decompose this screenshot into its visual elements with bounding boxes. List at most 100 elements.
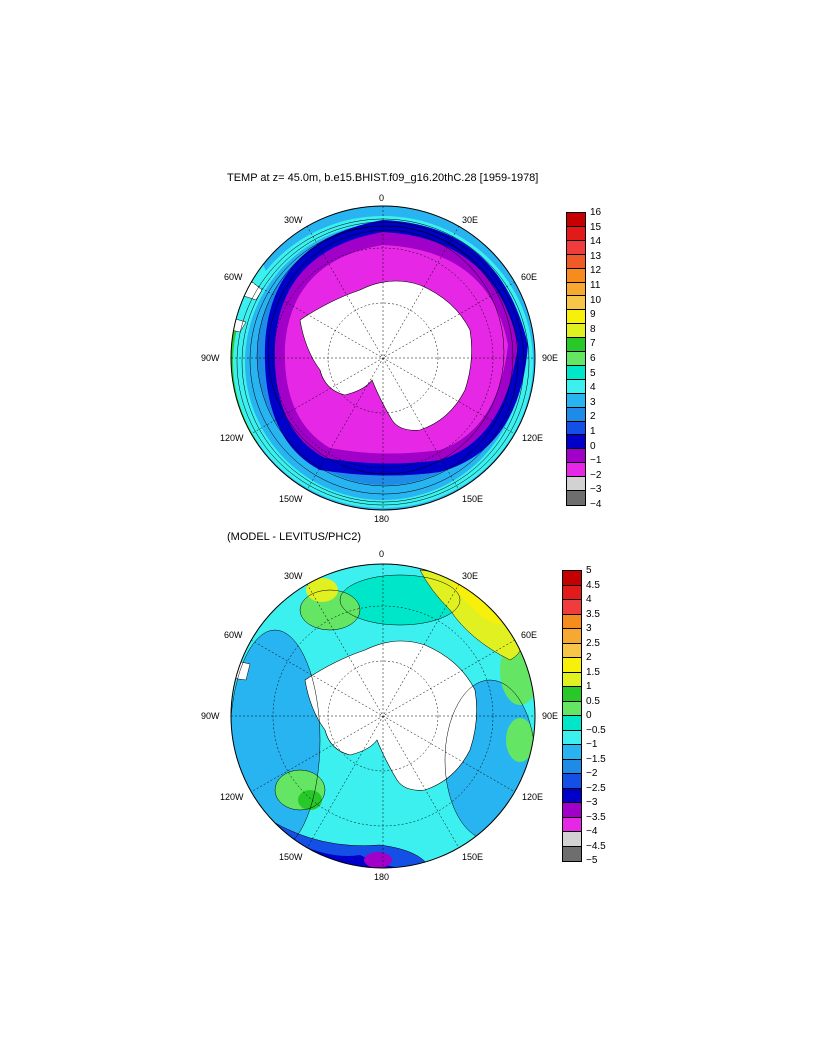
- colorbar-tick-label: 4: [590, 382, 596, 394]
- panel1-lon-150w: 150W: [279, 494, 303, 504]
- colorbar-tick-label: 4: [586, 594, 592, 605]
- colorbar-tick-label: −3: [590, 484, 602, 496]
- colorbar-tick-label: 0.5: [586, 695, 600, 707]
- colorbar-tick-label: 11: [590, 280, 601, 291]
- colorbar-swatch: [567, 352, 585, 366]
- colorbar-tick-label: 16: [590, 207, 602, 218]
- colorbar-swatch: [567, 393, 585, 408]
- panel2-lon-60e: 60E: [521, 630, 538, 640]
- colorbar-swatch: [563, 701, 581, 716]
- colorbar-tick-label: −0.5: [586, 724, 606, 736]
- colorbar-swatch: [563, 629, 581, 644]
- colorbar-swatch: [567, 407, 585, 422]
- panel2-lon-60w: 60W: [224, 630, 243, 640]
- colorbar-swatch: [567, 310, 585, 325]
- colorbar-tick-label: −4: [590, 499, 602, 510]
- panel2-title: (MODEL - LEVITUS/PHC2): [227, 531, 362, 543]
- colorbar-tick-label: 5: [590, 367, 596, 379]
- colorbar-tick-label: −1: [590, 455, 602, 467]
- colorbar-swatch: [567, 463, 585, 478]
- colorbar-swatch: [563, 745, 581, 760]
- colorbar-swatch: [563, 600, 581, 615]
- colorbar-swatch: [567, 477, 585, 492]
- panel1-lon-30e: 30E: [462, 215, 479, 225]
- colorbar-swatch: [563, 803, 581, 818]
- colorbar-tick-label: 7: [590, 338, 596, 350]
- colorbar-tick-label: 4.5: [586, 579, 600, 591]
- colorbar-swatch: [563, 643, 581, 658]
- colorbar-swatch: [567, 421, 585, 436]
- colorbar-tick-label: −3.5: [586, 811, 606, 823]
- colorbar-tick-label: −4.5: [586, 840, 606, 852]
- colorbar-swatch: [563, 846, 581, 861]
- colorbar-tick-label: 5: [586, 565, 592, 576]
- panel1-colorbar: [566, 212, 586, 506]
- colorbar-swatch: [563, 585, 581, 600]
- colorbar-tick-label: 14: [590, 236, 602, 248]
- colorbar-swatch: [563, 658, 581, 673]
- colorbar-tick-label: 8: [590, 323, 596, 335]
- panel2-lon-180: 180: [374, 872, 390, 882]
- panel2-lon-150w: 150W: [279, 852, 303, 862]
- colorbar-swatch: [563, 716, 581, 731]
- colorbar-tick-label: 2: [590, 411, 596, 423]
- colorbar-tick-label: −1: [586, 739, 598, 750]
- colorbar-tick-label: −4: [586, 826, 598, 837]
- panel1-lon-0: 0: [379, 193, 385, 203]
- panel1-lon-150e: 150E: [462, 494, 484, 504]
- colorbar-tick-label: −3: [586, 797, 598, 808]
- colorbar-tick-label: 0: [586, 710, 592, 721]
- colorbar-swatch: [563, 832, 581, 847]
- colorbar-swatch: [563, 672, 581, 687]
- colorbar-swatch: [563, 687, 581, 702]
- colorbar-tick-label: −5: [586, 855, 598, 866]
- colorbar-swatch: [567, 338, 585, 353]
- panel1-title: TEMP at z= 45.0m, b.e15.BHIST.f09_g16.20…: [227, 172, 539, 184]
- panel2-lon-90e: 90E: [542, 711, 559, 721]
- colorbar-swatch: [567, 449, 585, 464]
- panel1-lon-120w: 120W: [220, 433, 244, 443]
- panel2-lon-30e: 30E: [462, 571, 479, 581]
- colorbar-swatch: [567, 213, 585, 227]
- colorbar-swatch: [563, 730, 581, 745]
- colorbar-tick-label: 1: [590, 426, 596, 437]
- colorbar-swatch: [567, 379, 585, 394]
- colorbar-tick-label: 2: [586, 652, 592, 663]
- colorbar-tick-label: −2: [586, 768, 598, 779]
- panel1-lon-90e: 90E: [542, 353, 559, 363]
- colorbar-tick-label: 3: [590, 396, 596, 408]
- colorbar-swatch: [563, 774, 581, 789]
- panel2-lon-120w: 120W: [220, 792, 244, 802]
- panel1-lon-120e: 120E: [522, 433, 544, 443]
- panel1-temperature-field: [231, 206, 535, 510]
- colorbar-tick-label: −2: [590, 469, 602, 481]
- panel2-lon-120e: 120E: [522, 792, 544, 802]
- colorbar-swatch: [567, 435, 585, 450]
- colorbar-swatch: [563, 788, 581, 803]
- colorbar-tick-label: 0: [590, 440, 596, 452]
- panel1-map-border: [230, 205, 536, 511]
- colorbar-swatch: [567, 226, 585, 241]
- colorbar-swatch: [567, 296, 585, 311]
- colorbar-tick-label: −2.5: [586, 782, 606, 794]
- panel2-anomaly-field: [231, 564, 535, 868]
- colorbar-swatch: [563, 817, 581, 832]
- colorbar-tick-label: −1.5: [586, 753, 606, 765]
- colorbar-swatch: [567, 254, 585, 269]
- panel2-lon-90w: 90W: [201, 711, 220, 721]
- colorbar-tick-label: 2.5: [586, 637, 600, 649]
- colorbar-tick-label: 6: [590, 353, 596, 364]
- panel2-lon-0: 0: [379, 549, 385, 559]
- panel1-lon-180: 180: [374, 514, 390, 524]
- colorbar-tick-label: 1.5: [586, 666, 600, 678]
- panel2-lon-30w: 30W: [284, 571, 303, 581]
- colorbar-swatch: [563, 614, 581, 629]
- panel1-lon-60w: 60W: [224, 272, 243, 282]
- colorbar-swatch: [563, 571, 581, 586]
- colorbar-swatch: [567, 324, 585, 339]
- panel1-lon-90w: 90W: [201, 353, 220, 363]
- colorbar-tick-label: 10: [590, 294, 602, 306]
- colorbar-tick-label: 3.5: [586, 608, 600, 620]
- colorbar-swatch: [567, 240, 585, 255]
